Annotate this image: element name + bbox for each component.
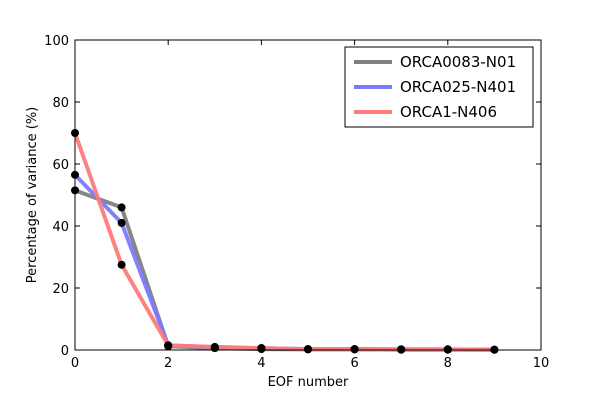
x-tick-label-3: 6 [350,356,358,371]
y-tick-label-4: 80 [52,96,69,111]
x-axis-label: EOF number [268,375,349,390]
y-tick-label-1: 20 [52,282,69,297]
y-tick-label-5: 100 [44,34,69,49]
data-point-s3-1 [117,260,126,269]
x-tick-label-1: 2 [164,356,172,371]
x-tick-label-0: 0 [71,356,79,371]
data-point-s3-5 [304,345,312,354]
series-line-2 [73,173,495,352]
legend: ORCA0083-N01 ORCA025-N401 ORCA1-N406 [344,46,534,128]
data-point-s1-1 [117,203,126,212]
x-tick-label-2: 4 [257,356,265,371]
y-tick-label-0: 0 [61,344,69,359]
legend-label-3: ORCA1-N406 [400,103,497,121]
marker-layer [71,129,499,354]
y-tick-label-2: 40 [52,220,69,235]
data-point-s3-3 [210,342,219,351]
data-point-s3-7 [397,345,406,354]
series-layer [73,132,495,352]
x-tick-label-5: 10 [533,356,550,371]
y-axis-label: Percentage of variance (%) [25,107,40,284]
y-tick-label-3: 60 [52,158,69,173]
plot-frame [74,39,542,351]
legend-label-1: ORCA0083-N01 [400,53,516,71]
data-point-s2-1 [117,218,126,227]
series-line-3 [73,132,495,352]
legend-label-2: ORCA025-N401 [400,78,516,96]
x-tick-label-4: 8 [444,356,452,371]
